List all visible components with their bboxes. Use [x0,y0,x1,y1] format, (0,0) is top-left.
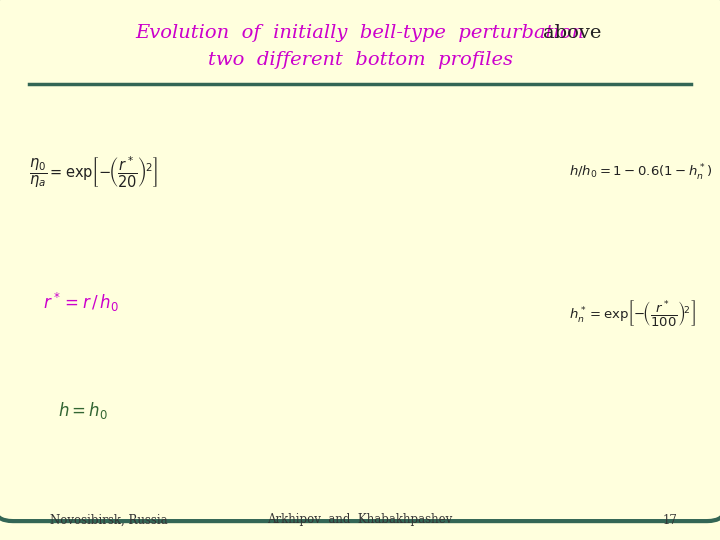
Text: $r^* = r\,/\,h_0$: $r^* = r\,/\,h_0$ [43,291,120,314]
X-axis label: $r\,/\,h_0$: $r\,/\,h_0$ [504,256,529,270]
X-axis label: $r\,/\,h_0$: $r\,/\,h_0$ [367,499,392,513]
Text: $\dfrac{\eta_0}{\eta_a} = \exp\!\left[-\!\left(\dfrac{r^*}{20}\right)^{\!2}\righ: $\dfrac{\eta_0}{\eta_a} = \exp\!\left[-\… [29,155,158,191]
Text: $\eta\,/\,h_0$: $\eta\,/\,h_0$ [6,68,38,85]
Text: 17: 17 [662,514,677,526]
Text: $h/h_0 = 1 - 0.6(1 - h_{n}^*)$: $h/h_0 = 1 - 0.6(1 - h_{n}^*)$ [569,163,712,183]
Text: Arkhipov  and  Khabakhpashev: Arkhipov and Khabakhpashev [267,514,453,526]
Text: Novosibirsk, Russia: Novosibirsk, Russia [50,514,168,526]
Legend: $t=0$, $t^*=60$, $t^*=120$, $t^*=210$: $t=0$, $t^*=60$, $t^*=120$, $t^*=210$ [229,97,312,164]
X-axis label: $r\,/\,h_0$: $r\,/\,h_0$ [173,256,198,270]
Text: $h_{n}^* = \exp\!\left[-\!\left(\dfrac{r^*}{100}\right)^{\!2}\right]$: $h_{n}^* = \exp\!\left[-\!\left(\dfrac{r… [569,298,696,328]
Text: $h = h_0$: $h = h_0$ [58,400,108,421]
Text: $-h\,/\,h_0$: $-h\,/\,h_0$ [191,256,228,270]
Text: above: above [118,24,602,42]
Text: Evolution  of  initially  bell-type  perturbation: Evolution of initially bell-type perturb… [135,24,585,42]
Text: two  different  bottom  profiles: two different bottom profiles [207,51,513,69]
Legend: $t=0$, $t^*=60$, $t^*=120$, $t^*=210$: $t=0$, $t^*=60$, $t^*=120$, $t^*=210$ [567,97,650,164]
FancyBboxPatch shape [0,0,720,521]
Text: $\eta\,/\,h$: $\eta\,/\,h$ [345,68,370,85]
